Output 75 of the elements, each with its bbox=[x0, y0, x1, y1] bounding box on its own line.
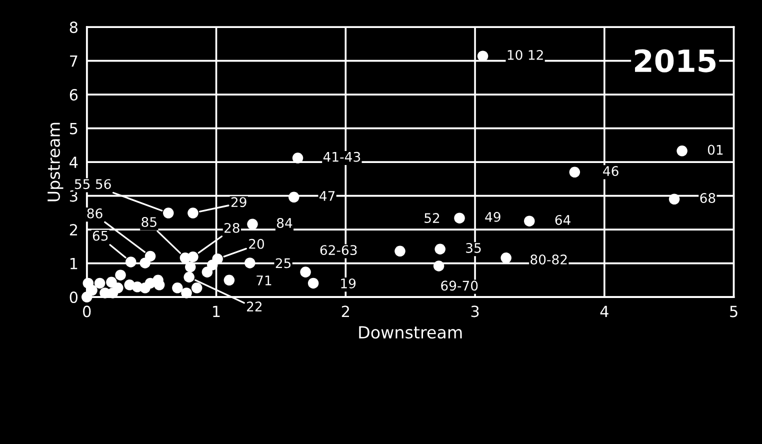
y-tick-label: 2 bbox=[70, 224, 78, 236]
point bbox=[300, 266, 311, 278]
annotation: 20 bbox=[249, 238, 264, 249]
point bbox=[188, 252, 198, 262]
annotation: 22 bbox=[246, 302, 262, 312]
point bbox=[163, 208, 174, 218]
x-tick-label: 1 bbox=[213, 306, 220, 317]
point bbox=[125, 256, 136, 268]
annotation: 35 bbox=[466, 242, 481, 253]
point bbox=[172, 282, 183, 294]
annotation: 64 bbox=[555, 214, 570, 225]
annotation: 86 bbox=[87, 208, 102, 218]
annotation: 29 bbox=[231, 197, 246, 208]
point bbox=[394, 246, 406, 257]
annotation: 46 bbox=[603, 166, 618, 176]
annotation: 65 bbox=[92, 230, 108, 241]
point bbox=[247, 218, 258, 230]
point bbox=[244, 258, 256, 268]
point bbox=[500, 252, 512, 264]
annotation: 68 bbox=[700, 193, 716, 204]
y-tick-label: 4 bbox=[70, 156, 78, 168]
point bbox=[191, 282, 202, 294]
point bbox=[112, 282, 124, 294]
point bbox=[292, 152, 304, 164]
annotation: 69-70 bbox=[441, 280, 478, 291]
x-tick-label: 5 bbox=[730, 306, 738, 318]
point bbox=[185, 262, 196, 272]
point bbox=[433, 260, 444, 272]
annotation: 84 bbox=[276, 218, 292, 228]
y-axis-title: Upstream bbox=[48, 122, 64, 202]
annotation: 80-82 bbox=[530, 254, 567, 264]
point bbox=[86, 284, 98, 296]
point bbox=[524, 216, 535, 226]
y-tick-label: 6 bbox=[70, 89, 78, 101]
point bbox=[668, 194, 680, 205]
point bbox=[206, 260, 218, 270]
annotation: 25 bbox=[276, 258, 291, 268]
point bbox=[181, 288, 192, 298]
point bbox=[434, 244, 446, 254]
point bbox=[676, 146, 688, 156]
x-tick-label: 0 bbox=[83, 306, 91, 318]
annotation: 85 bbox=[142, 217, 156, 227]
annotation: 71 bbox=[256, 276, 272, 286]
annotation: 19 bbox=[341, 278, 356, 288]
annotation: 52 bbox=[424, 213, 440, 224]
annotation: 28 bbox=[224, 222, 240, 233]
annotation: 49 bbox=[485, 212, 500, 222]
point bbox=[140, 258, 150, 268]
y-tick-label: 1 bbox=[70, 258, 78, 270]
x-tick-label: 3 bbox=[471, 306, 479, 318]
annotation: 62-63 bbox=[320, 245, 357, 256]
y-tick-label: 5 bbox=[70, 122, 78, 134]
point bbox=[308, 278, 319, 289]
annotation: 47 bbox=[320, 191, 335, 201]
point bbox=[184, 272, 194, 283]
annotation: 01 bbox=[708, 144, 723, 155]
annotation: 41-43 bbox=[323, 152, 360, 162]
point bbox=[154, 280, 165, 290]
point bbox=[224, 274, 235, 286]
point bbox=[454, 212, 465, 224]
annotation: 55 56 bbox=[74, 179, 111, 190]
point bbox=[115, 270, 126, 280]
x-tick-label: 4 bbox=[600, 306, 608, 317]
point bbox=[288, 192, 300, 203]
annotation: 10 12 bbox=[508, 50, 543, 60]
point bbox=[94, 278, 106, 289]
point bbox=[569, 166, 580, 178]
y-tick-label: 0 bbox=[70, 292, 78, 304]
y-tick-label: 8 bbox=[70, 22, 78, 34]
x-axis-title: Downstream bbox=[359, 326, 462, 339]
point bbox=[188, 208, 198, 218]
text: 2015 bbox=[635, 49, 716, 72]
y-tick-label: 7 bbox=[70, 55, 78, 67]
x-tick-label: 2 bbox=[342, 306, 349, 317]
point bbox=[477, 50, 488, 62]
